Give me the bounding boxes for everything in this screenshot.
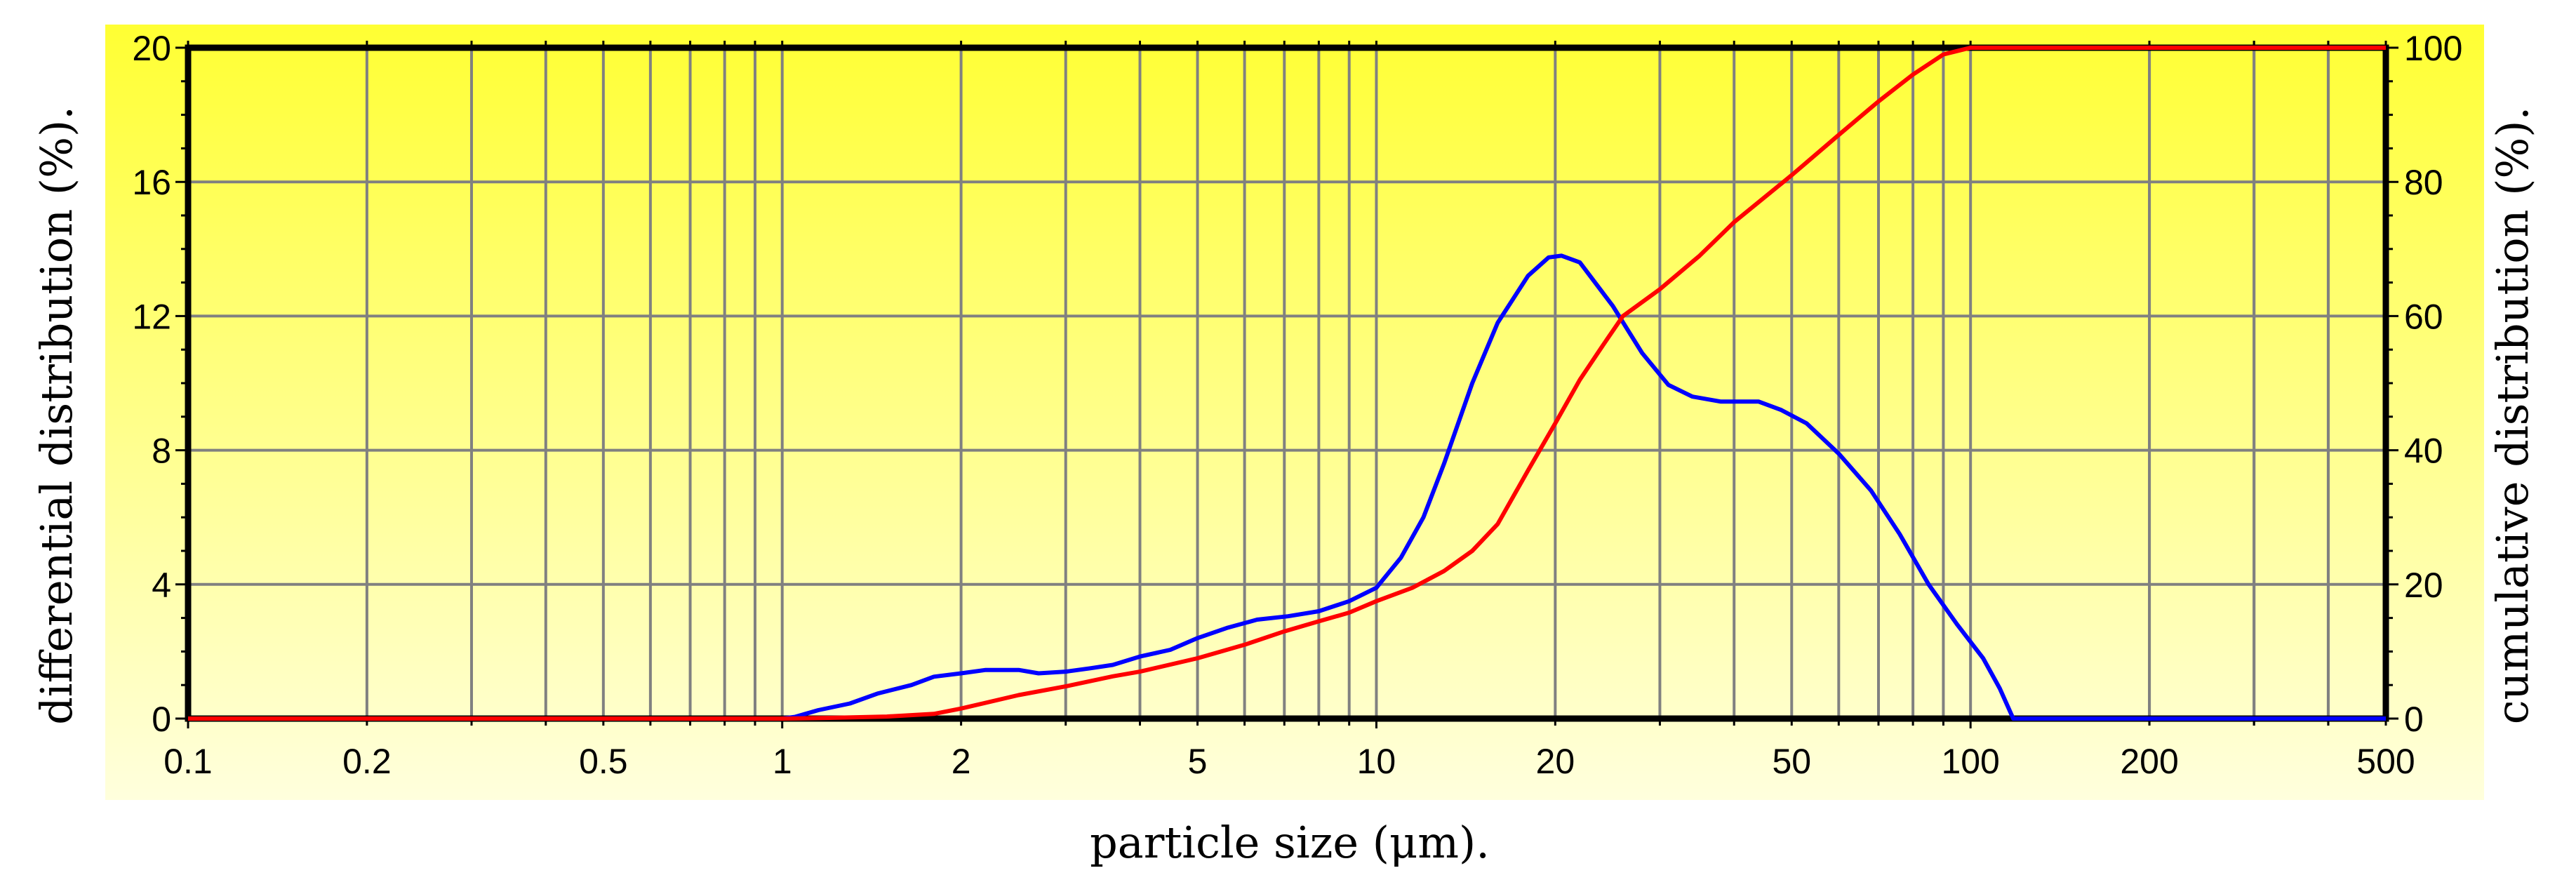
y-left-tick-label: 0 — [152, 700, 171, 739]
grid — [187, 46, 2387, 720]
x-tick-label: 2 — [952, 742, 971, 781]
y-left-tick-label: 4 — [152, 566, 171, 605]
y-left-tick-label: 8 — [152, 432, 171, 471]
x-tick-label: 200 — [2120, 742, 2178, 781]
x-axis-title: particle size (μm). — [1090, 817, 1490, 868]
y-left-tick-label: 16 — [132, 163, 171, 202]
y-right-tick-label: 100 — [2404, 29, 2462, 68]
x-tick-label: 100 — [1941, 742, 1999, 781]
x-tick-label: 0.2 — [342, 742, 392, 781]
right-axis-title: cumulative distribution (%). — [2487, 107, 2538, 724]
y-right-tick-label: 0 — [2404, 700, 2424, 739]
x-tick-label: 1 — [773, 742, 792, 781]
left-axis-title: differential distribution (%). — [31, 106, 82, 725]
y-right-tick-label: 60 — [2404, 297, 2443, 336]
x-tick-label: 500 — [2356, 742, 2415, 781]
y-right-tick-label: 80 — [2404, 163, 2443, 202]
tick-marks — [175, 41, 2398, 728]
x-tick-label: 50 — [1772, 742, 1811, 781]
x-tick-label: 5 — [1188, 742, 1208, 781]
cumulative-distribution-line — [188, 46, 2386, 721]
x-tick-label: 20 — [1536, 742, 1575, 781]
y-left-tick-label: 20 — [132, 29, 171, 68]
differential-distribution-line — [188, 253, 2386, 721]
x-tick-label: 10 — [1357, 742, 1396, 781]
y-right-tick-label: 40 — [2404, 432, 2443, 471]
y-right-tick-label: 20 — [2404, 566, 2443, 605]
y-left-tick-label: 12 — [132, 297, 171, 336]
tick-labels: 0.1 0.2 0.5 1 2 5 10 20 50 100 200 5000481216200204… — [132, 29, 2462, 781]
x-tick-label: 0.1 — [163, 742, 213, 781]
chart-background — [105, 25, 2484, 800]
series — [188, 46, 2386, 721]
x-tick-label: 0.5 — [579, 742, 628, 781]
